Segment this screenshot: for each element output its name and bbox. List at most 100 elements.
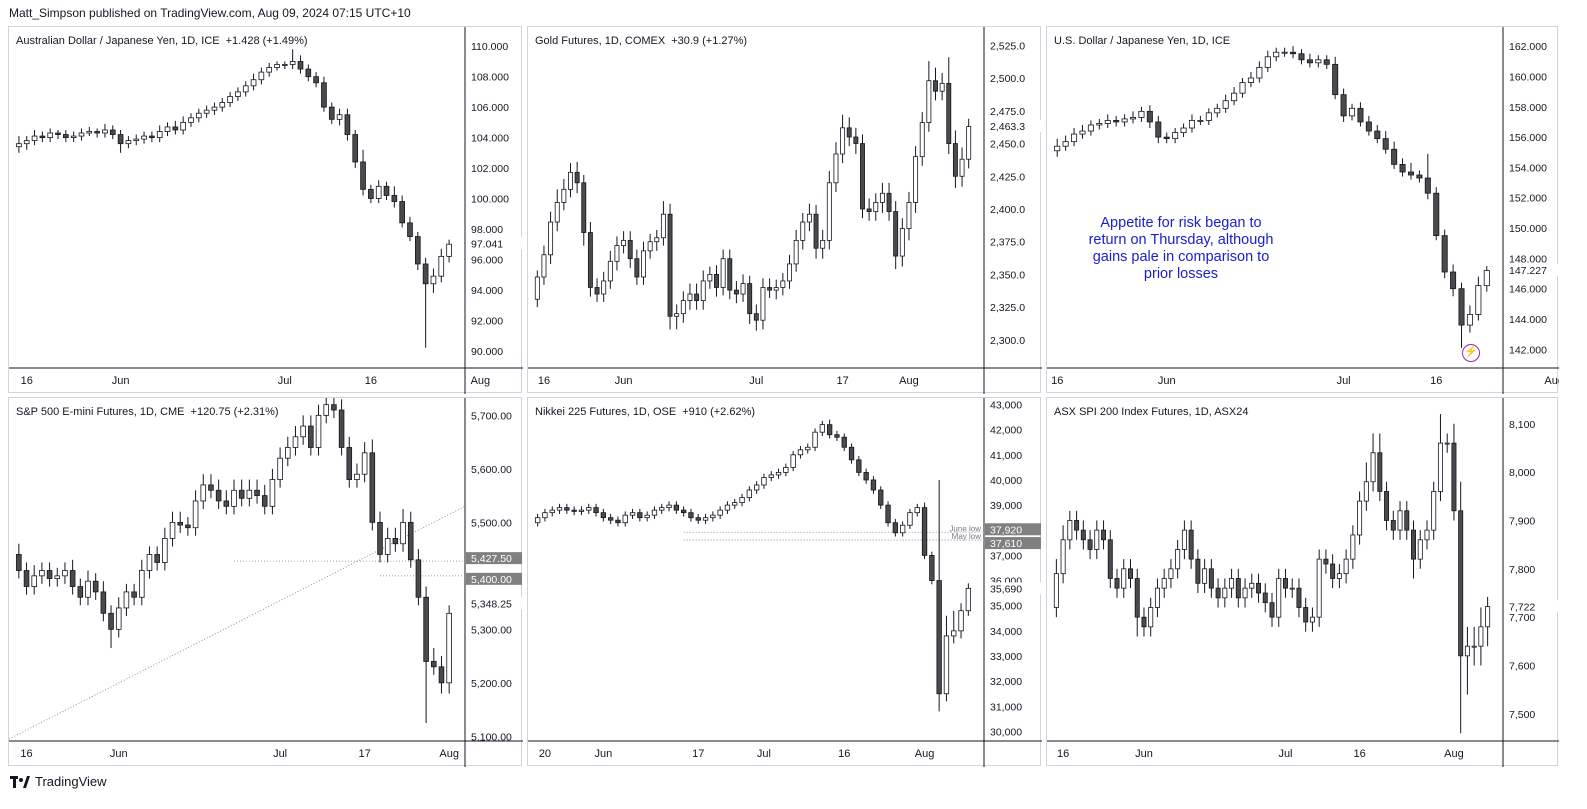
lightning-icon[interactable]: ⚡ bbox=[1462, 344, 1480, 362]
candle-body bbox=[352, 134, 359, 163]
candle-body bbox=[1281, 51, 1288, 54]
candle-body bbox=[125, 140, 132, 145]
candle-body bbox=[561, 188, 567, 203]
chart-panel-audjpy[interactable]: 110.000 108.000 106.000 104.000 102.000 100.0… bbox=[8, 26, 523, 394]
last-price-label: 35,690 bbox=[990, 583, 1022, 595]
candle-body bbox=[860, 143, 865, 210]
y-tick-label: 156.000 bbox=[1509, 132, 1547, 144]
candle-body bbox=[438, 255, 445, 277]
y-tick-label: 7,800 bbox=[1509, 564, 1535, 576]
candle-body bbox=[1316, 558, 1322, 618]
candle-body bbox=[1180, 127, 1187, 133]
candle-body bbox=[687, 293, 693, 301]
candle-body bbox=[873, 202, 879, 212]
chart-change: +120.75 (+2.31%) bbox=[190, 406, 279, 418]
last-price-label-bg bbox=[466, 597, 522, 610]
candle-body bbox=[600, 512, 607, 519]
candle-body bbox=[1262, 592, 1268, 604]
x-tick-label: Jul bbox=[278, 375, 292, 387]
candle-body bbox=[1128, 568, 1133, 579]
candle-body bbox=[254, 489, 260, 497]
candle-body bbox=[879, 192, 885, 203]
candle-body bbox=[688, 512, 694, 519]
candle-body bbox=[767, 287, 773, 291]
candle-body bbox=[331, 404, 337, 411]
candle-body bbox=[666, 504, 672, 509]
candle-body bbox=[1121, 118, 1128, 123]
candle-body bbox=[680, 300, 686, 315]
y-tick-label: 152.000 bbox=[1509, 193, 1547, 205]
chart-panel-usdjpy[interactable]: 162.000 160.000 158.000 156.000 154.000 152.0… bbox=[1046, 26, 1559, 394]
audjpy-chart[interactable]: 110.000 108.000 106.000 104.000 102.000 100.0… bbox=[9, 27, 523, 394]
candle-body bbox=[921, 507, 928, 556]
x-tick-label: Jun bbox=[615, 375, 633, 387]
footer: TradingView bbox=[10, 774, 107, 789]
chart-panel-sp500[interactable]: 5,700.00 5,600.00 5,500.00 5,300.00 5,200.00… bbox=[8, 397, 523, 767]
candle-body bbox=[812, 431, 818, 448]
candle-body bbox=[1458, 288, 1465, 326]
candle-body bbox=[1431, 491, 1437, 531]
candle-body bbox=[383, 185, 390, 196]
candle-body bbox=[614, 245, 620, 262]
gold-chart[interactable]: 2,525.0 2,500.0 2,475.0 2,450.0 2,425.0 2,400… bbox=[528, 27, 1042, 394]
candle-body bbox=[321, 82, 327, 108]
usdjpy-chart[interactable]: 162.000 160.000 158.000 156.000 154.000 152.0… bbox=[1047, 27, 1559, 394]
candle-body bbox=[541, 254, 547, 278]
y-tick-label: 41,000 bbox=[990, 450, 1022, 462]
x-tick-label: 16 bbox=[20, 748, 32, 760]
x-tick-label: Jul bbox=[1337, 375, 1351, 387]
candle-body bbox=[407, 222, 413, 237]
candle-body bbox=[211, 106, 218, 111]
last-price-label-bg bbox=[985, 582, 1041, 595]
y-tick-label: 98.000 bbox=[471, 224, 503, 236]
y-tick-label: 92.000 bbox=[471, 315, 503, 327]
x-tick-label: Aug bbox=[1444, 748, 1464, 760]
candle-body bbox=[192, 500, 199, 529]
y-tick-label: 43,000 bbox=[990, 400, 1022, 412]
candle-body bbox=[1247, 77, 1254, 83]
candle-body bbox=[1205, 112, 1212, 121]
sp500-chart[interactable]: 5,700.00 5,600.00 5,500.00 5,300.00 5,200.00… bbox=[9, 398, 523, 767]
candle-body bbox=[1483, 270, 1490, 287]
candle-body bbox=[1323, 59, 1330, 65]
nikkei-chart[interactable]: 43,00042,00041,00040,00039,00038,00037,0… bbox=[528, 398, 1042, 767]
y-tick-label: 5,200.00 bbox=[471, 678, 512, 690]
candle-body bbox=[1163, 136, 1170, 140]
x-tick-label: 16 bbox=[365, 375, 377, 387]
candle-body bbox=[258, 71, 265, 81]
candle-body bbox=[1114, 578, 1120, 589]
x-tick-label: Aug bbox=[899, 375, 919, 387]
candle-body bbox=[542, 512, 548, 519]
candle-body bbox=[892, 522, 899, 534]
chart-panel-asx[interactable]: 8,100 8,000 7,900 7,800 7,700 7,600 7,500 16 Jun… bbox=[1046, 397, 1559, 767]
chart-panel-gold[interactable]: 2,525.0 2,500.0 2,475.0 2,450.0 2,425.0 2,400… bbox=[527, 26, 1042, 394]
candle-body bbox=[1229, 578, 1235, 589]
chart-panel-nikkei[interactable]: 43,00042,00041,00040,00039,00038,00037,0… bbox=[527, 397, 1042, 767]
candle-body bbox=[266, 67, 273, 73]
candle-body bbox=[820, 239, 826, 249]
chart-legend: S&P 500 E-mini Futures, 1D, CME +120.75 (… bbox=[16, 406, 279, 418]
candle-body bbox=[846, 127, 852, 138]
candle-body bbox=[707, 273, 713, 282]
y-tick-label: 2,425.0 bbox=[990, 171, 1025, 183]
candle-body bbox=[1231, 92, 1238, 102]
candle-body bbox=[753, 484, 760, 491]
last-price-label-bg bbox=[466, 237, 522, 250]
candle-body bbox=[840, 127, 846, 155]
candle-body bbox=[1336, 573, 1342, 579]
candle-body bbox=[1374, 130, 1381, 140]
candle-body bbox=[615, 519, 621, 524]
candle-body bbox=[354, 473, 360, 480]
x-tick-label: Jul bbox=[273, 748, 287, 760]
candle-body bbox=[556, 507, 563, 511]
candle-body bbox=[833, 153, 839, 184]
candle-body bbox=[172, 126, 179, 131]
candle-body bbox=[714, 273, 719, 288]
candle-body bbox=[156, 131, 163, 138]
candle-body bbox=[1451, 442, 1457, 512]
candle-body bbox=[856, 459, 862, 473]
candle-body bbox=[1080, 529, 1086, 541]
candle-body bbox=[16, 554, 22, 571]
candle-body bbox=[702, 517, 709, 521]
asx-chart[interactable]: 8,100 8,000 7,900 7,800 7,700 7,600 7,500 16 Jun… bbox=[1047, 398, 1559, 767]
